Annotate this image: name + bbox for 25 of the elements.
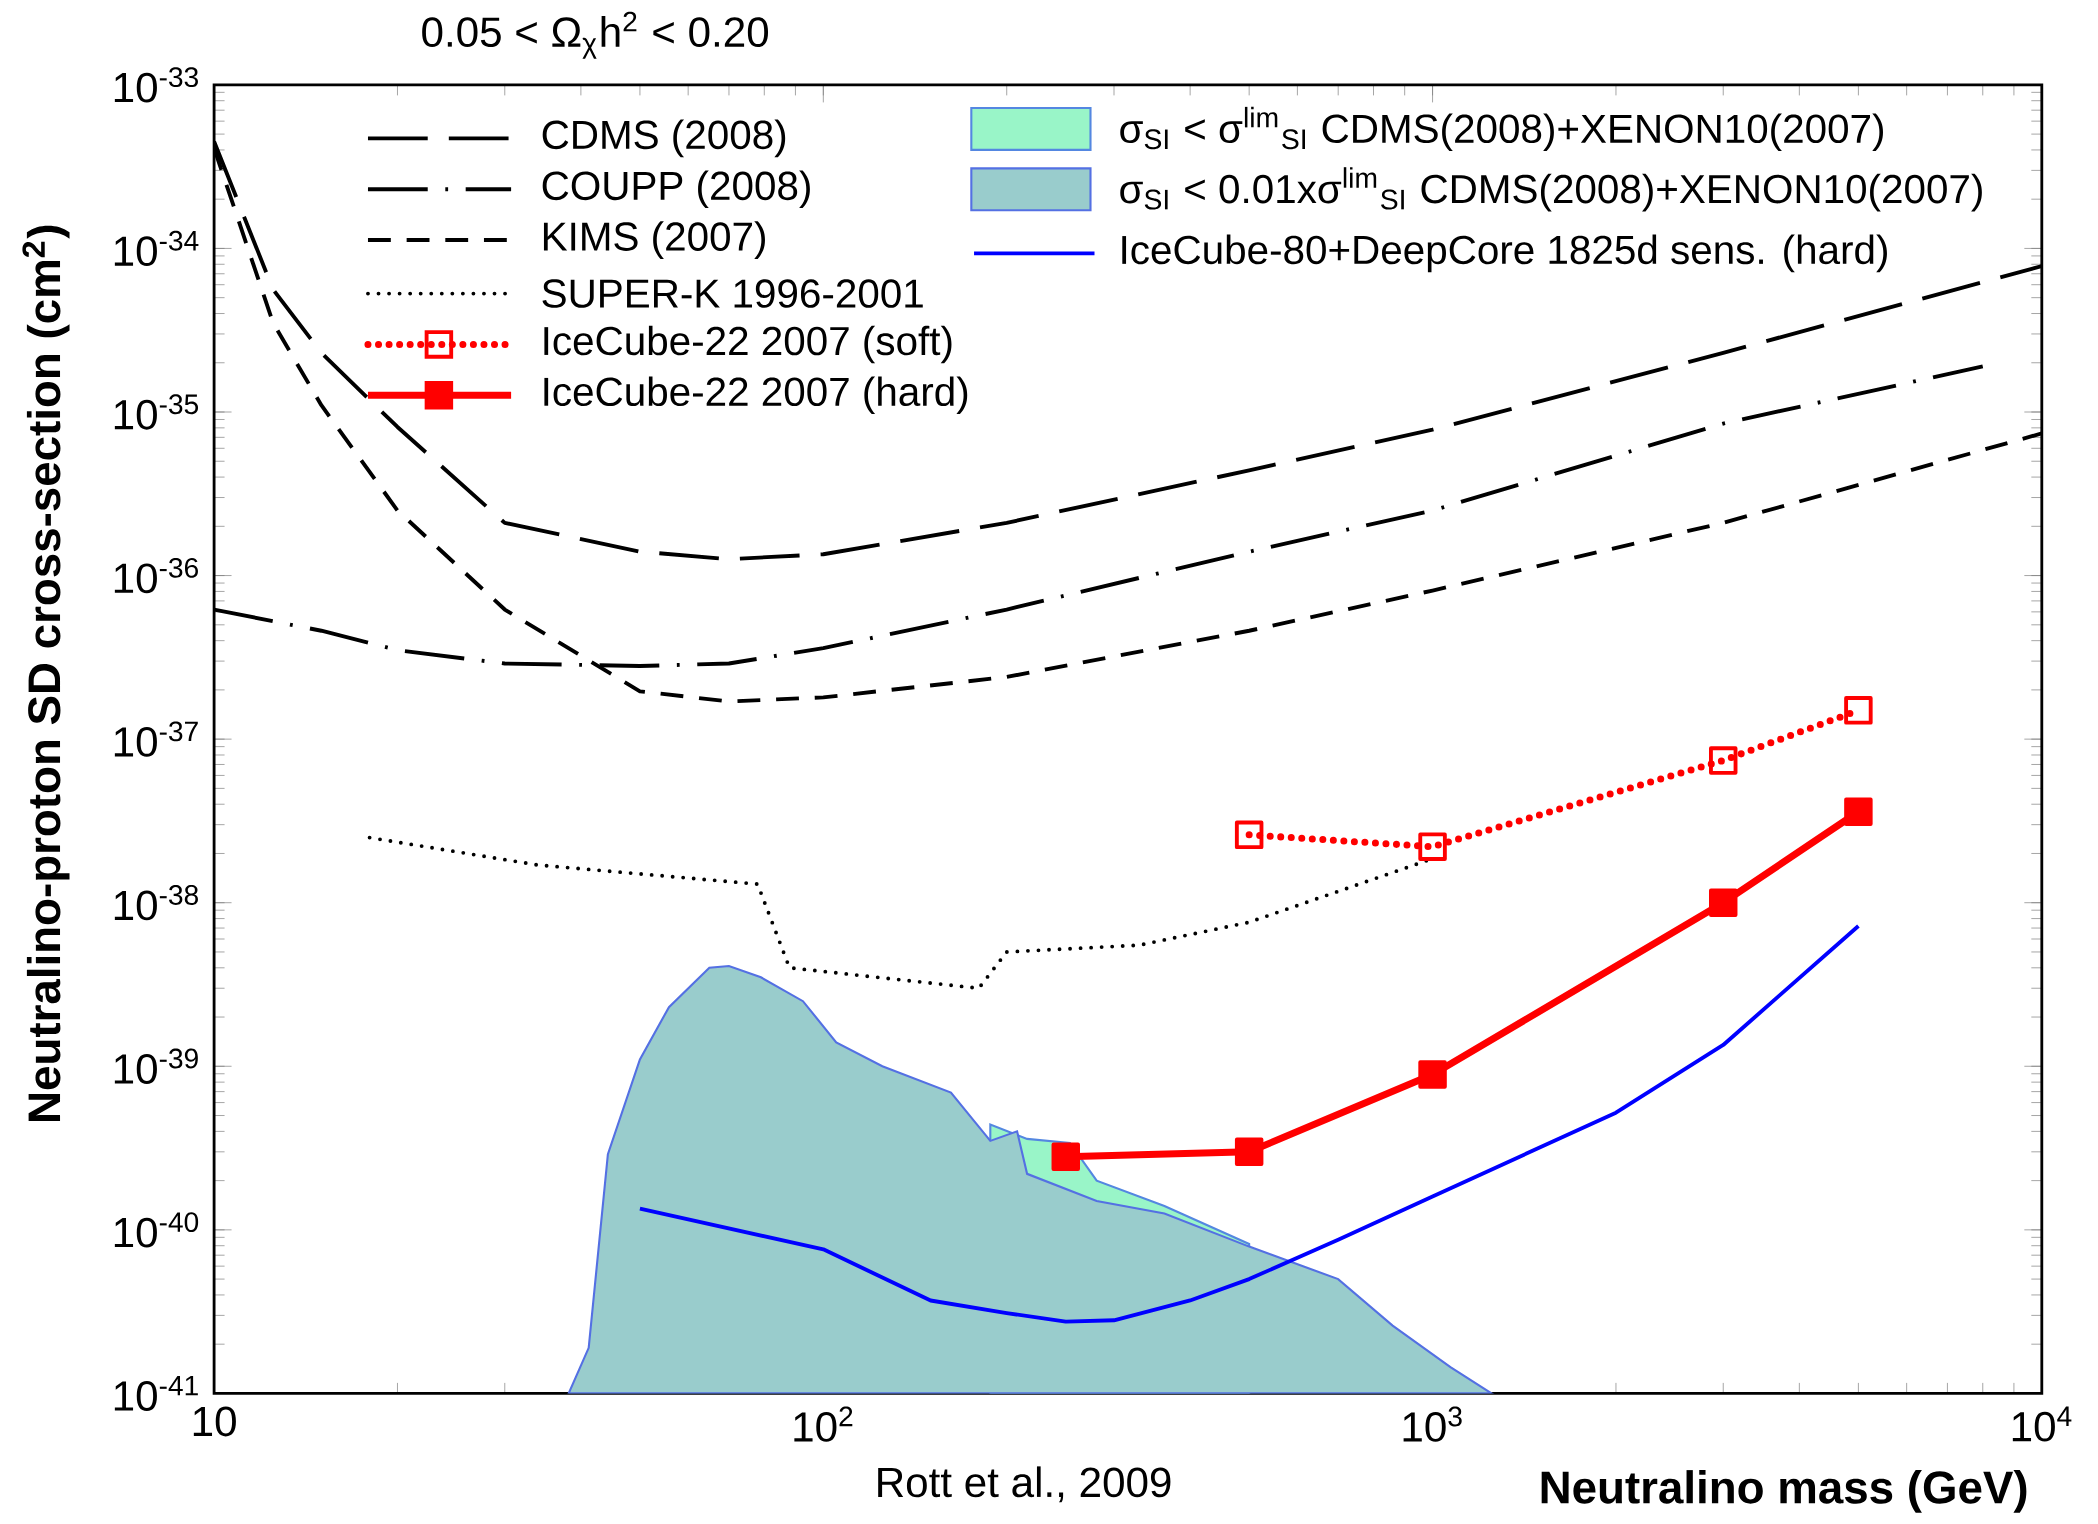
y-axis-title: Neutralino-proton SD cross-section (cm$^{2}$): [22, 225, 70, 1121]
text: 0.05 < Ω$_{χ}$h$^{2}$ < 0.20: [422, 11, 769, 59]
x-tick-label: 10$^{2}$: [794, 1406, 853, 1442]
legend-label: SUPER-K 1996-2001: [542, 279, 923, 308]
y-tick-label: 10$^{-36}$: [114, 557, 198, 594]
legend-label: KIMS (2007): [543, 221, 765, 259]
y-tick-label: 10$^{-38}$: [114, 884, 198, 921]
y-tick-label: 10$^{-40}$: [114, 1212, 199, 1248]
x-tick-label: 10$^{4}$: [2012, 1406, 2072, 1442]
y-tick-label: 10$^{-39}$: [114, 1048, 198, 1084]
legend-label: IceCube-80+DeepCore 1825d sens. (hard): [1122, 234, 1887, 273]
y-tick-label: 10$^{-34}$: [114, 230, 199, 266]
legend-label: IceCube-22 2007 (hard): [544, 376, 968, 414]
y-tick-label: 10$^{-37}$: [114, 721, 198, 757]
y-tick-label: 10$^{-33}$: [114, 67, 198, 103]
legend-label: CDMS (2008): [542, 119, 786, 158]
y-tick-label: 10$^{-35}$: [114, 394, 199, 430]
legend-label: IceCube-22 2007 (soft): [544, 325, 952, 364]
x-axis-title: Neutralino mass (GeV): [1541, 1469, 2027, 1513]
x-tick-label: 10$^{3}$: [1403, 1406, 1462, 1442]
text: Rott et al., 2009: [878, 1466, 1171, 1503]
legend-label: σ$_{SI}$ < 0.01xσ$^{lim}$$_{SI}$ CDMS(2008)+XENON10(2007): [1120, 167, 1982, 212]
x-tick-label: 10: [193, 1406, 236, 1437]
legend-label: σ$_{SI}$ < σ$^{lim}$$_{SI}$ CDMS(2008)+XENON10(2007): [1120, 106, 1883, 151]
legend-label: COUPP (2008): [542, 170, 810, 208]
